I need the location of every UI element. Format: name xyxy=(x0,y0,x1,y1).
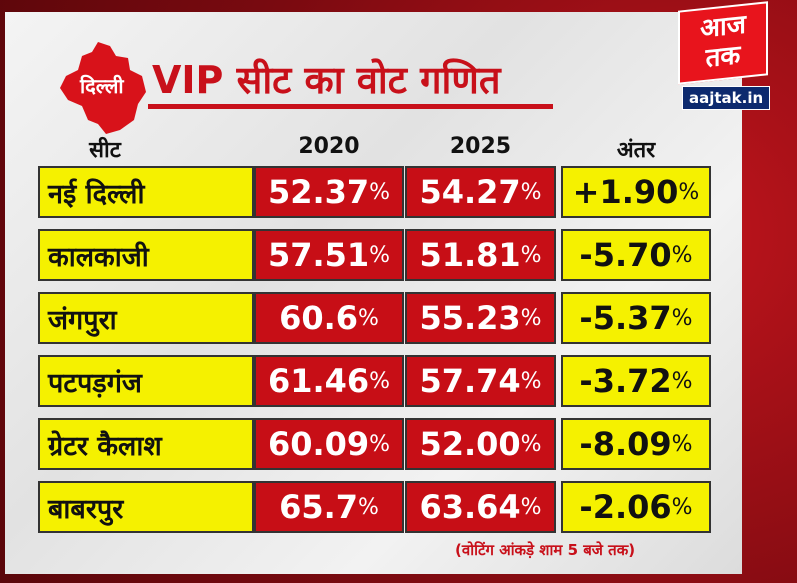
table-row: ग्रेटर कैलाश 60.09% 52.00% -8.09% xyxy=(38,418,711,470)
value-2025-cell: 52.00% xyxy=(405,418,556,470)
header-2020: 2020 xyxy=(298,134,360,159)
value-2020-cell: 60.09% xyxy=(254,418,404,470)
value-2025-cell: 55.23% xyxy=(405,292,556,344)
seat-cell-value: पटपड़गंज xyxy=(48,367,142,399)
table-row: बाबरपुर 65.7% 63.64% -2.06% xyxy=(38,481,711,533)
table-row: जंगपुरा 60.6% 55.23% -5.37% xyxy=(38,292,711,344)
value-2020-cell: 60.6% xyxy=(254,292,404,344)
percent-sign: % xyxy=(520,431,542,457)
percent-sign: % xyxy=(671,368,693,394)
aajtak-logo: आज तक aajtak.in xyxy=(678,1,772,110)
value-2020-cell: 61.46% xyxy=(254,355,404,407)
percent-sign: % xyxy=(671,494,693,520)
percent-sign: % xyxy=(369,431,391,457)
percent-sign: % xyxy=(520,494,542,520)
percent-sign: % xyxy=(369,179,391,205)
diff-cell-value: -5.37 xyxy=(579,299,672,337)
percent-sign: % xyxy=(671,431,693,457)
table-row: कालकाजी 57.51% 51.81% -5.70% xyxy=(38,229,711,281)
value-2025-cell: 57.74% xyxy=(405,355,556,407)
value-2020-cell-value: 61.46 xyxy=(267,362,370,400)
header-diff: अंतर xyxy=(616,138,656,163)
value-2025-cell-value: 57.74 xyxy=(419,362,521,400)
region-label: दिल्ली xyxy=(80,74,124,98)
seat-cell-value: कालकाजी xyxy=(48,241,149,273)
table-row: नई दिल्ली 52.37% 54.27% +1.90% xyxy=(38,166,711,218)
diff-cell: -5.70% xyxy=(561,229,711,281)
percent-sign: % xyxy=(671,305,693,331)
percent-sign: % xyxy=(520,242,542,268)
percent-sign: % xyxy=(671,242,693,268)
value-2025-cell-value: 51.81 xyxy=(419,236,521,274)
value-2020-cell-value: 60.09 xyxy=(267,425,370,463)
value-2020-cell-value: 60.6 xyxy=(279,299,359,337)
percent-sign: % xyxy=(369,368,391,394)
delhi-map-icon xyxy=(60,42,146,134)
value-2025-cell-value: 63.64 xyxy=(419,488,521,526)
table-row: पटपड़गंज 61.46% 57.74% -3.72% xyxy=(38,355,711,407)
value-2020-cell-value: 57.51 xyxy=(267,236,370,274)
diff-cell: -2.06% xyxy=(561,481,711,533)
header-2025: 2025 xyxy=(449,134,512,159)
percent-sign: % xyxy=(520,179,542,205)
value-2025-cell-value: 55.23 xyxy=(419,299,521,337)
percent-sign: % xyxy=(369,242,391,268)
value-2020-cell: 65.7% xyxy=(254,481,404,533)
diff-cell-value: -3.72 xyxy=(579,362,672,400)
diff-cell: -3.72% xyxy=(561,355,711,407)
value-2020-cell-value: 52.37 xyxy=(267,173,370,211)
seat-cell-value: नई दिल्ली xyxy=(48,178,145,210)
diff-cell-value: -2.06 xyxy=(579,488,672,526)
seat-cell: ग्रेटर कैलाश xyxy=(38,418,254,470)
value-2025-cell: 63.64% xyxy=(405,481,556,533)
seat-cell-value: ग्रेटर कैलाश xyxy=(48,430,162,462)
seat-cell: बाबरपुर xyxy=(38,481,254,533)
diff-cell-value: +1.90 xyxy=(572,173,679,211)
title-underline xyxy=(148,104,553,109)
seat-cell: पटपड़गंज xyxy=(38,355,254,407)
diff-cell-value: -5.70 xyxy=(579,236,672,274)
seat-cell-value: बाबरपुर xyxy=(48,493,124,525)
diff-cell: -8.09% xyxy=(561,418,711,470)
value-2020-cell: 57.51% xyxy=(254,229,404,281)
seat-cell: नई दिल्ली xyxy=(38,166,254,218)
diff-cell: +1.90% xyxy=(561,166,711,218)
value-2025-cell-value: 54.27 xyxy=(419,173,521,211)
seat-cell: कालकाजी xyxy=(38,229,254,281)
footnote: (वोटिंग आंकड़े शाम 5 बजे तक) xyxy=(455,541,636,559)
percent-sign: % xyxy=(520,305,542,331)
seat-cell-value: जंगपुरा xyxy=(48,304,117,336)
percent-sign: % xyxy=(358,305,379,331)
value-2020-cell-value: 65.7 xyxy=(279,488,359,526)
percent-sign: % xyxy=(678,179,700,205)
header-seat: सीट xyxy=(89,138,121,163)
page-title: VIP सीट का वोट गणित xyxy=(152,58,501,102)
logo-mark: आज तक xyxy=(678,1,768,85)
value-2025-cell: 51.81% xyxy=(405,229,556,281)
diff-cell: -5.37% xyxy=(561,292,711,344)
value-2020-cell: 52.37% xyxy=(254,166,404,218)
percent-sign: % xyxy=(358,494,379,520)
value-2025-cell-value: 52.00 xyxy=(419,425,521,463)
percent-sign: % xyxy=(520,368,542,394)
seat-cell: जंगपुरा xyxy=(38,292,254,344)
diff-cell-value: -8.09 xyxy=(579,425,672,463)
logo-site: aajtak.in xyxy=(682,86,771,110)
value-2025-cell: 54.27% xyxy=(405,166,556,218)
